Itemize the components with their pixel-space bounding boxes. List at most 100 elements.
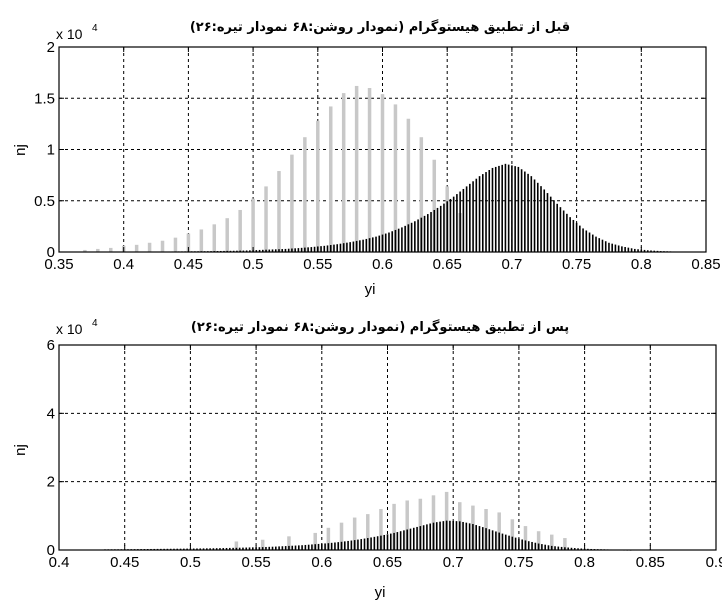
bar-light <box>380 94 385 253</box>
bar-dark <box>242 547 244 550</box>
x-tick-label: 0.85 <box>691 256 720 273</box>
bar-dark <box>252 547 254 550</box>
bar-dark <box>394 229 397 252</box>
bar-dark <box>365 238 368 252</box>
bar-dark <box>556 203 558 252</box>
bar-dark <box>485 528 487 550</box>
bar-dark <box>265 546 267 550</box>
bar-dark <box>412 527 415 550</box>
bar-dark <box>409 528 412 550</box>
bar-dark <box>488 529 491 550</box>
bar-dark <box>560 546 563 550</box>
bar-dark <box>353 540 356 550</box>
bar-light <box>313 532 317 550</box>
x-tick-label: 0.75 <box>562 256 591 273</box>
bar-dark <box>386 534 389 550</box>
bar-dark <box>423 215 426 252</box>
bar-light <box>96 248 100 252</box>
bar-dark <box>514 166 516 252</box>
bar-dark <box>531 541 533 550</box>
bar-dark <box>245 547 248 550</box>
bar-dark <box>417 219 419 252</box>
bar-dark <box>611 243 613 252</box>
x-tick-label: 0.6 <box>311 554 332 571</box>
chart-bottom-title: پس از تطبیق هیستوگرام (نمودار روشن:۶۸ نم… <box>191 319 569 335</box>
bar-dark <box>537 543 540 550</box>
bar-dark <box>462 188 465 252</box>
x-tick-label: 0.6 <box>372 256 393 273</box>
chart-top-frame <box>58 46 707 253</box>
bar-dark <box>300 247 303 252</box>
bar-dark <box>258 547 261 550</box>
bar-dark <box>527 541 530 550</box>
bar-light <box>186 233 191 252</box>
bar-dark <box>337 542 340 550</box>
bar-dark <box>646 250 649 252</box>
bar-dark <box>284 546 287 550</box>
bar-dark <box>630 248 633 252</box>
bar-light <box>160 240 165 252</box>
bar-dark <box>209 548 211 550</box>
bar-dark <box>579 225 581 252</box>
bar-dark <box>380 535 382 550</box>
bar-dark <box>419 526 422 550</box>
bar-dark <box>281 249 284 252</box>
bar-light <box>225 218 229 252</box>
chart-bottom-grid <box>59 345 716 550</box>
bar-dark <box>399 531 402 550</box>
bar-light <box>277 171 281 252</box>
bar-dark <box>287 248 290 252</box>
y-tick-label: 0.5 <box>34 193 55 210</box>
bar-dark <box>179 548 182 550</box>
bar-dark <box>498 165 500 252</box>
x-tick-label: 0.65 <box>373 554 402 571</box>
bar-light <box>212 224 217 252</box>
bar-dark <box>268 546 271 550</box>
bar-dark <box>534 542 537 550</box>
bar-light <box>510 519 515 550</box>
bar-dark <box>199 548 202 550</box>
chart-bottom: پس از تطبیق هیستوگرام (نمودار روشن:۶۸ نم… <box>12 318 722 600</box>
bar-dark <box>595 236 597 252</box>
bar-dark <box>572 219 575 252</box>
bar-dark <box>554 546 556 550</box>
bar-dark <box>229 547 231 550</box>
bar-dark <box>291 545 294 550</box>
chart-top-xlabel: yi <box>365 281 376 298</box>
bar-dark <box>232 250 235 252</box>
bar-dark <box>494 166 497 252</box>
bar-light <box>287 536 291 550</box>
x-tick-label: 0.35 <box>44 256 73 273</box>
bar-dark <box>468 523 471 550</box>
bar-dark <box>472 524 474 550</box>
chart-top: قبل از تطبیق هیستوگرام (نمودار روشن:۶۸ ن… <box>12 19 721 298</box>
bar-light <box>264 186 268 252</box>
bar-light <box>432 159 437 252</box>
bar-dark <box>192 548 195 550</box>
bar-dark <box>449 520 451 550</box>
bar-dark <box>621 246 623 252</box>
bar-dark <box>248 547 251 550</box>
bar-dark <box>278 546 280 550</box>
chart-top-ylabel: nj <box>12 144 29 156</box>
bar-dark <box>265 249 267 252</box>
bar-dark <box>598 238 601 252</box>
bar-dark <box>236 250 238 252</box>
bar-dark <box>543 189 546 252</box>
bar-dark <box>426 524 428 550</box>
bar-dark <box>357 539 359 550</box>
bar-dark <box>585 230 588 252</box>
bar-dark <box>343 541 346 550</box>
chart-top-title: قبل از تطبیق هیستوگرام (نمودار روشن:۶۸ ن… <box>190 19 570 35</box>
bar-dark <box>291 248 293 252</box>
bar-light <box>134 244 139 252</box>
bar-dark <box>414 221 416 252</box>
bar-dark <box>432 522 435 550</box>
y-tick-label: 2 <box>47 39 55 56</box>
bar-light <box>234 541 239 550</box>
bar-dark <box>508 535 510 550</box>
x-tick-label: 0.75 <box>504 554 533 571</box>
chart-top-series-dark <box>168 163 688 253</box>
bar-dark <box>527 173 529 252</box>
y-tick-label: 0 <box>47 244 55 261</box>
